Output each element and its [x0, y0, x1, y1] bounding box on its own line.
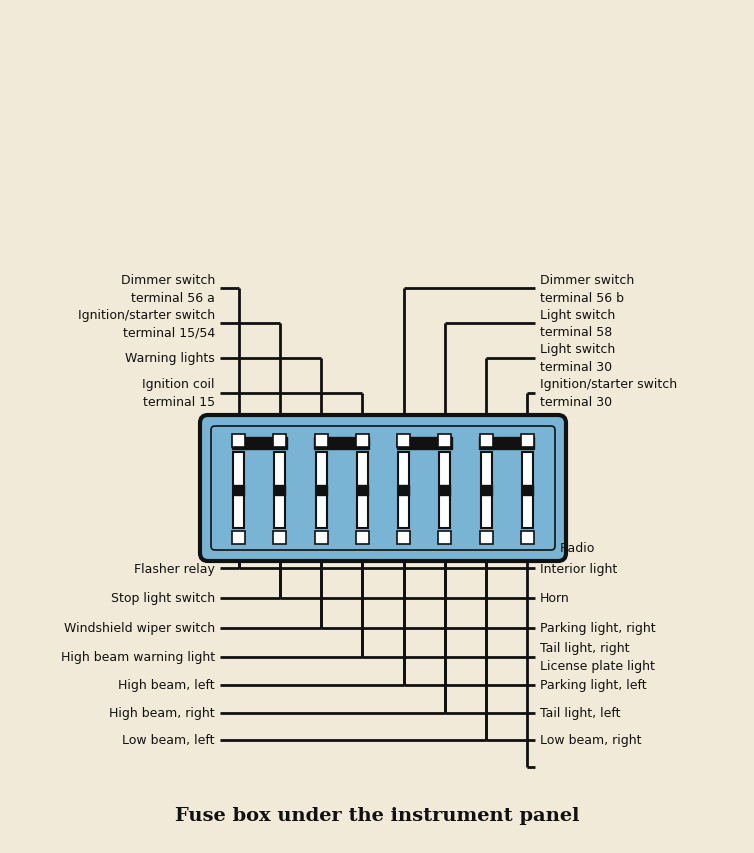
- Text: Flasher relay: Flasher relay: [134, 562, 215, 575]
- Bar: [438, 434, 452, 448]
- Bar: [480, 485, 492, 496]
- Bar: [274, 485, 285, 496]
- Bar: [316, 485, 326, 496]
- Bar: [397, 438, 452, 450]
- Text: Light switch: Light switch: [540, 343, 615, 356]
- Bar: [521, 434, 534, 448]
- Text: Dimmer switch: Dimmer switch: [540, 273, 634, 286]
- Text: Tail light, left: Tail light, left: [540, 706, 621, 720]
- Bar: [357, 452, 368, 528]
- Text: High beam, right: High beam, right: [109, 706, 215, 720]
- Text: Fuse box under the instrument panel: Fuse box under the instrument panel: [175, 806, 579, 824]
- Bar: [232, 434, 245, 448]
- Bar: [357, 485, 368, 496]
- Text: Windshield wiper switch: Windshield wiper switch: [64, 622, 215, 635]
- Text: terminal 15: terminal 15: [143, 396, 215, 409]
- Text: High beam warning light: High beam warning light: [61, 651, 215, 664]
- Bar: [274, 452, 285, 528]
- Text: Ignition coil: Ignition coil: [143, 378, 215, 391]
- Text: terminal 58: terminal 58: [540, 326, 612, 339]
- Text: terminal 15/54: terminal 15/54: [123, 326, 215, 339]
- Text: License plate light: License plate light: [540, 659, 655, 673]
- Bar: [314, 434, 328, 448]
- Bar: [398, 485, 409, 496]
- Text: terminal 56 a: terminal 56 a: [131, 291, 215, 305]
- Bar: [356, 434, 369, 448]
- Bar: [440, 452, 450, 528]
- Bar: [397, 531, 410, 544]
- Bar: [440, 485, 450, 496]
- Bar: [356, 531, 369, 544]
- Bar: [274, 434, 287, 448]
- Bar: [522, 452, 533, 528]
- FancyBboxPatch shape: [200, 415, 566, 561]
- Text: Interior light: Interior light: [540, 562, 618, 575]
- Bar: [398, 452, 409, 528]
- Bar: [521, 531, 534, 544]
- Text: Low beam, left: Low beam, left: [122, 734, 215, 746]
- Bar: [522, 485, 533, 496]
- Text: Dimmer switch: Dimmer switch: [121, 273, 215, 286]
- Text: terminal 30: terminal 30: [540, 396, 612, 409]
- Bar: [316, 452, 326, 528]
- Bar: [479, 438, 535, 450]
- Text: Ignition/starter switch: Ignition/starter switch: [78, 308, 215, 321]
- Bar: [233, 452, 244, 528]
- Text: Low beam, right: Low beam, right: [540, 734, 642, 746]
- Bar: [480, 452, 492, 528]
- Bar: [314, 438, 369, 450]
- Text: Parking light, right: Parking light, right: [540, 622, 656, 635]
- Text: terminal 30: terminal 30: [540, 361, 612, 374]
- Bar: [480, 531, 492, 544]
- Text: Horn: Horn: [540, 592, 570, 605]
- Text: terminal 56 b: terminal 56 b: [540, 291, 624, 305]
- Text: Tail light, right: Tail light, right: [540, 641, 630, 655]
- Bar: [274, 531, 287, 544]
- Bar: [480, 434, 492, 448]
- Text: High beam, left: High beam, left: [118, 679, 215, 692]
- Bar: [438, 531, 452, 544]
- Text: Radio: Radio: [560, 542, 596, 554]
- Text: Stop light switch: Stop light switch: [111, 592, 215, 605]
- Text: Ignition/starter switch: Ignition/starter switch: [540, 378, 677, 391]
- Bar: [397, 434, 410, 448]
- Text: Parking light, left: Parking light, left: [540, 679, 647, 692]
- Bar: [314, 531, 328, 544]
- Text: Light switch: Light switch: [540, 308, 615, 321]
- Bar: [233, 485, 244, 496]
- Text: Warning lights: Warning lights: [125, 352, 215, 365]
- Bar: [232, 531, 245, 544]
- Bar: [231, 438, 287, 450]
